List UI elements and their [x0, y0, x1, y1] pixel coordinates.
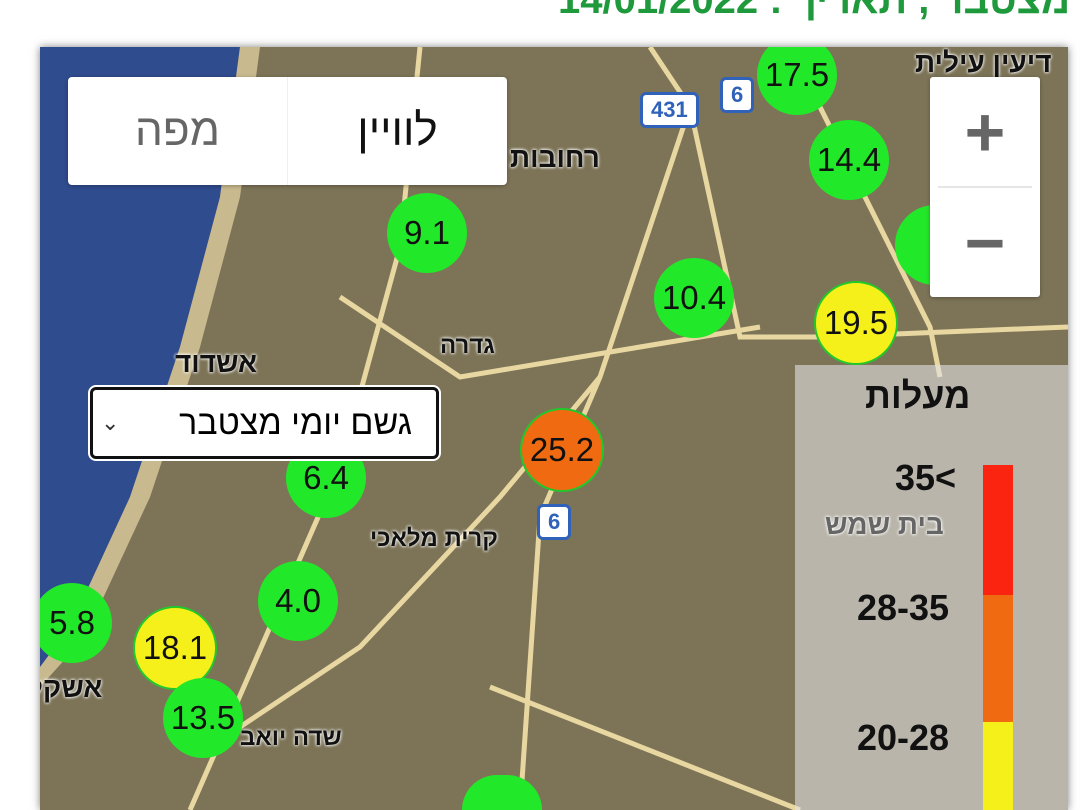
road-shield: 431 [640, 92, 699, 128]
map-type-map-button[interactable]: מפה [135, 106, 220, 155]
place-label: אשדוד [175, 347, 258, 378]
map-type-satellite-button[interactable]: לוויין [287, 77, 507, 185]
road-shield: 6 [537, 504, 572, 540]
layer-select[interactable]: ⌄ גשם יומי מצטבר [90, 387, 439, 459]
place-label: רחובות [510, 142, 600, 173]
zoom-control: + − [930, 77, 1040, 297]
layer-select-value: גשם יומי מצטבר [179, 403, 412, 442]
zoom-in-button[interactable]: + [938, 77, 1032, 188]
legend-label: 28-35 [857, 587, 950, 628]
station-marker[interactable]: 17.5 [757, 47, 837, 115]
legend-label: 20-28 [857, 717, 950, 758]
place-label: שדה יואב [240, 724, 342, 751]
place-label: דיעין עילית [915, 47, 1052, 78]
chevron-down-icon: ⌄ [101, 410, 120, 435]
station-marker[interactable]: 4.0 [258, 561, 338, 641]
place-label: בית שמש [825, 509, 944, 540]
map[interactable]: דיעין עילית רחובות אשדוד גדרה קרית מלאכי… [40, 47, 1068, 810]
station-marker[interactable]: 13.5 [163, 678, 243, 758]
place-label: גדרה [440, 332, 495, 359]
legend-title: מעלות [865, 375, 971, 416]
station-marker[interactable]: 10.4 [654, 258, 734, 338]
legend: מעלות 35< 28-35 20-28 [795, 365, 1068, 810]
legend-swatch-yellow [983, 722, 1013, 810]
station-marker[interactable]: 25.2 [520, 408, 604, 492]
legend-swatch-red [983, 465, 1013, 595]
legend-swatch-orange [983, 595, 1013, 722]
station-marker[interactable]: 9.1 [387, 193, 467, 273]
place-label: קרית מלאכי [370, 525, 498, 552]
station-marker[interactable]: 5.8 [40, 583, 112, 663]
page-header: מצטבר , תאריך : 14/01/2022 [557, 0, 1070, 22]
zoom-out-button[interactable]: − [964, 203, 1006, 282]
station-marker[interactable]: 19.5 [814, 281, 898, 365]
map-type-control: מפה לוויין [68, 77, 507, 185]
place-label: אשקלון [40, 672, 103, 703]
road-shield: 6 [720, 77, 755, 113]
legend-label: 35< [895, 457, 957, 498]
station-marker[interactable]: 14.4 [809, 120, 889, 200]
